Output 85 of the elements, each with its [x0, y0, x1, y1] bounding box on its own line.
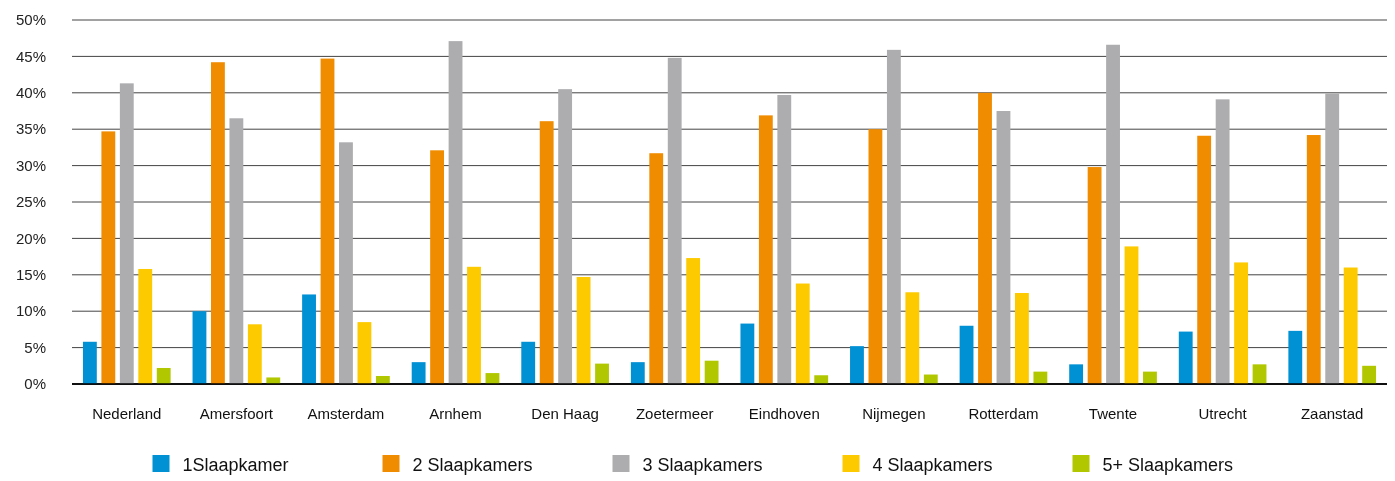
bar [1033, 371, 1048, 384]
bar [758, 115, 773, 384]
bar [996, 111, 1011, 384]
bar [357, 322, 372, 384]
bar [1234, 262, 1248, 384]
bar [138, 268, 153, 384]
bar [247, 324, 262, 384]
bar [1197, 135, 1212, 384]
bar [1069, 364, 1084, 384]
bar [1252, 364, 1267, 384]
legend-label: 5+ Slaapkamers [1102, 455, 1234, 475]
bar [539, 121, 554, 384]
bar [82, 341, 97, 384]
legend-label: 4 Slaapkamers [872, 455, 993, 475]
bar [302, 294, 316, 384]
bar [905, 292, 920, 384]
y-tick-label: 40% [15, 84, 46, 102]
bar [630, 362, 645, 384]
y-tick-label: 5% [24, 338, 46, 356]
x-tick-label: Utrecht [1198, 405, 1248, 422]
bar [211, 62, 225, 384]
legend-label: 2 Slaapkamers [412, 455, 533, 475]
bar [448, 41, 463, 384]
bar [1362, 365, 1377, 384]
y-tick-label: 10% [15, 302, 46, 320]
bar [192, 311, 207, 384]
bar [777, 94, 792, 384]
bar [978, 92, 992, 384]
x-tick-label: Nederland [92, 405, 162, 422]
bar [339, 142, 353, 384]
y-tick-label: 0% [24, 375, 46, 393]
bar [266, 377, 281, 384]
bar [740, 323, 755, 384]
bar [1306, 135, 1321, 384]
bar [229, 118, 244, 384]
bar [795, 283, 810, 384]
x-tick-label: Zaanstad [1300, 405, 1364, 422]
bar [1124, 246, 1139, 384]
bar [1288, 330, 1303, 384]
bar [1143, 371, 1157, 384]
bar [595, 363, 609, 384]
bar [814, 375, 829, 384]
y-tick-label: 15% [15, 266, 46, 284]
bar [886, 49, 901, 384]
y-tick-label: 45% [15, 47, 46, 65]
x-tick-label: Rotterdam [968, 405, 1039, 422]
bar [119, 83, 134, 384]
bar [649, 153, 664, 384]
bar [1325, 93, 1340, 384]
x-tick-label: Twente [1088, 405, 1138, 422]
x-tick-label: Nijmegen [862, 405, 926, 422]
y-tick-label: 35% [15, 120, 46, 138]
x-tick-label: Zoetermeer [635, 405, 714, 422]
y-tick-label: 30% [15, 156, 46, 174]
bar [1343, 267, 1358, 384]
bar [1106, 44, 1120, 384]
x-tick-label: Eindhoven [748, 405, 820, 422]
y-tick-label: 20% [15, 229, 46, 247]
bar [1087, 167, 1102, 384]
bar [686, 258, 701, 384]
bar [558, 89, 573, 384]
bar [320, 58, 335, 384]
bar [704, 360, 719, 384]
bar [1178, 331, 1193, 384]
bar [521, 341, 536, 384]
bar [850, 346, 864, 384]
x-tick-label: Amsterdam [307, 405, 385, 422]
bar [576, 276, 591, 384]
bar [1215, 99, 1230, 384]
bar [959, 325, 974, 384]
x-tick-label: Arnhem [429, 405, 482, 422]
y-tick-label: 50% [15, 11, 46, 29]
y-tick-label: 25% [15, 193, 46, 211]
bar [667, 57, 682, 384]
bar [101, 131, 116, 384]
legend-label: 1Slaapkamer [182, 455, 289, 475]
bar [430, 150, 445, 384]
legend-label: 3 Slaapkamers [642, 455, 763, 475]
bar [868, 129, 883, 384]
bar [156, 367, 171, 384]
x-tick-label: Den Haag [531, 405, 599, 422]
x-tick-label: Amersfoort [199, 405, 274, 422]
bar [411, 362, 426, 384]
bar [1014, 293, 1029, 384]
bar [467, 266, 481, 384]
